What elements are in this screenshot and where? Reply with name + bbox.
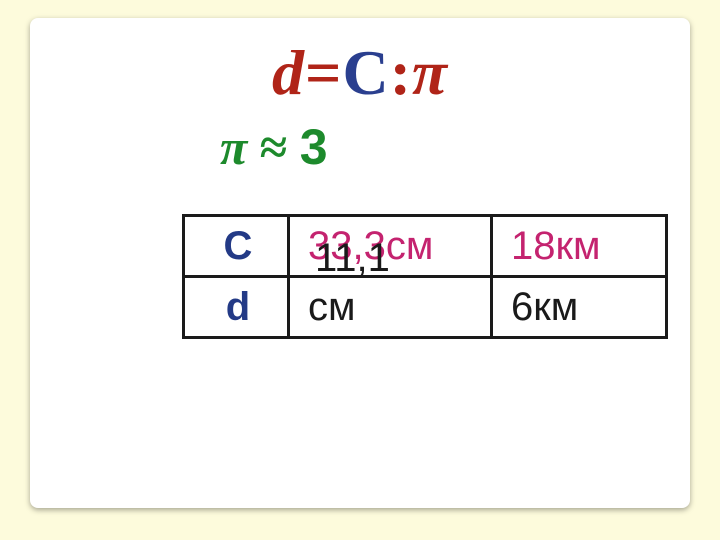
table-row: d см 6км [184,277,667,338]
row-header-C: С [184,216,289,277]
cell-C2: 18км [492,216,667,277]
table-row: С 33,3см 18км [184,216,667,277]
approx-value: 3 [300,119,328,175]
cell-d2: 6км [492,277,667,338]
cell-C1: 33,3см [289,216,492,277]
formula-eq: = [305,37,342,108]
values-table: С 33,3см 18км d см 6км [182,214,668,339]
formula-pi: π [412,37,448,108]
formula-d: d [272,37,305,108]
approx-pi: π [220,119,247,175]
formula-colon: : [390,37,412,108]
formula-line: d=С:π [30,36,690,110]
approx-symbol: ≈ [260,119,287,175]
row-header-d: d [184,277,289,338]
formula-C: С [343,37,390,108]
pi-approx: π ≈ 3 [220,118,328,176]
slide-card: d=С:π π ≈ 3 С 33,3см 18км d см 6км 11,1 [30,18,690,508]
cell-d1: см [289,277,492,338]
